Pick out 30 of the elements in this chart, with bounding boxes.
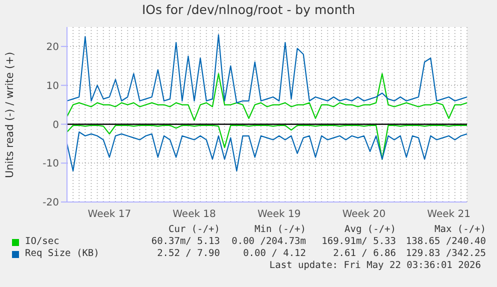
text: 169.91m/ 5.33 <box>320 236 396 248</box>
x-tick-label: Week 21 <box>427 209 470 220</box>
y-tick-label: 0 <box>52 120 59 131</box>
text: Max (-/+) <box>434 224 486 236</box>
text: 60.37m/ 5.13 <box>150 236 220 248</box>
x-tick-label: Week 20 <box>342 209 386 220</box>
legend-label: Req Size (KB) <box>24 248 100 260</box>
chart-title: IOs for /dev/nlnog/root - by month <box>140 2 356 17</box>
text: 138.65 /240.40 <box>404 236 486 248</box>
text: 0.00 /204.73m <box>230 236 306 248</box>
line-series <box>66 131 468 172</box>
line-series <box>66 73 468 121</box>
text: 2.52 / 7.90 <box>156 248 220 260</box>
x-tick-label: Week 19 <box>257 209 301 220</box>
y-tick-label: -10 <box>42 158 59 170</box>
y-axis-title: Units read (-) / write (+) <box>4 52 16 178</box>
y-tick-label: 10 <box>46 80 59 92</box>
text: Min (-/+) <box>254 224 306 236</box>
x-tick-label: Week 18 <box>172 209 216 220</box>
text: 0.00 / 4.12 <box>242 248 306 260</box>
legend-label: IO/sec <box>24 236 60 248</box>
y-tick-label: 20 <box>46 42 59 53</box>
text: 2.61 / 6.86 <box>332 248 396 260</box>
x-tick-label: Week 17 <box>88 209 132 220</box>
text: Last update: Fri May 22 03:36:01 2026 <box>268 260 481 272</box>
text: 129.83 /342.25 <box>404 248 486 260</box>
y-tick-label: -20 <box>42 198 59 209</box>
line-series <box>66 34 468 104</box>
text: Cur (-/+) <box>168 224 220 236</box>
text: Avg (-/+) <box>344 224 396 236</box>
